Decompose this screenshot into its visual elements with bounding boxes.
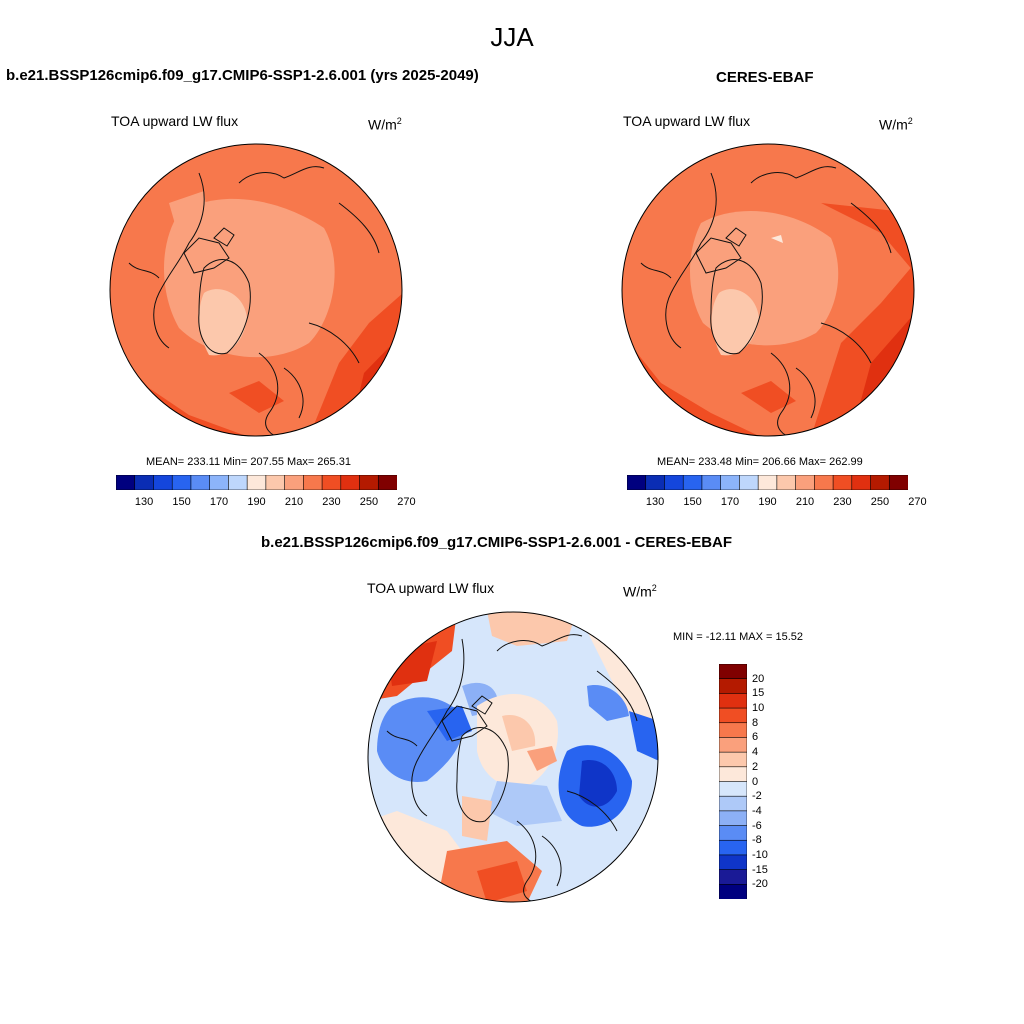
colorbar-tick-label: -10 (752, 848, 768, 861)
colorbar-tick-label: 250 (359, 496, 379, 508)
diff-polar-map (367, 611, 659, 903)
colorbar-swatch (776, 475, 797, 490)
colorbar-tick-label: 8 (752, 716, 759, 729)
model-variable-label: TOA upward LW flux (111, 113, 239, 129)
colorbar-tick-label: 190 (247, 496, 266, 508)
colorbar-tick-label: 230 (322, 496, 341, 508)
model-units-label: W/m2 (368, 116, 402, 133)
colorbar-swatch (739, 475, 759, 490)
colorbar-swatch (719, 751, 747, 768)
colorbar-tick-label: 170 (720, 496, 740, 508)
colorbar-tick-label: 20 (752, 672, 765, 685)
colorbar-tick-label: 0 (752, 775, 759, 788)
colorbar-swatch (190, 475, 211, 490)
figure-title: JJA (490, 22, 534, 52)
colorbar-swatch (719, 693, 747, 709)
colorbar-tick-label: -2 (752, 790, 762, 803)
model-panel-title: b.e21.BSSP126cmip6.f09_g17.CMIP6-SSP1-2.… (6, 67, 479, 84)
colorbar-swatch (719, 664, 747, 680)
obs-colorbar (627, 475, 908, 490)
colorbar-tick-label: 270 (908, 496, 927, 508)
obs-panel-title: CERES-EBAF (716, 69, 814, 86)
colorbar-tick-label: 2 (752, 760, 759, 773)
colorbar-swatch (228, 475, 248, 490)
colorbar-tick-label: -6 (752, 819, 762, 832)
colorbar-tick-label: 15 (752, 687, 765, 700)
colorbar-swatch (795, 475, 815, 490)
colorbar-swatch (719, 810, 747, 827)
obs-variable-label: TOA upward LW flux (623, 113, 751, 129)
colorbar-swatch (719, 678, 747, 694)
colorbar-tick-label: -15 (752, 863, 768, 876)
colorbar-swatch (664, 475, 684, 490)
diff-panel-title: b.e21.BSSP126cmip6.f09_g17.CMIP6-SSP1-2.… (261, 534, 733, 551)
colorbar-swatch (888, 475, 908, 490)
colorbar-swatch (832, 475, 853, 490)
obs-polar-map (621, 143, 915, 437)
diff-colorbar-ticks: 20 15 10 8 6 4 2 0 -2 -4 -6 -8 -10 -15 -20 (752, 664, 792, 899)
model-stats: MEAN= 233.11 Min= 207.55 Max= 265.31 (146, 456, 351, 468)
obs-colorbar-ticks: 130 150 170 190 210 230 250 270 (627, 496, 927, 510)
colorbar-swatch (682, 475, 703, 490)
colorbar-swatch (645, 475, 666, 490)
colorbar-tick-label: 10 (752, 702, 765, 715)
colorbar-tick-label: 170 (209, 496, 229, 508)
colorbar-tick-label: 150 (172, 496, 191, 508)
model-polar-map (109, 143, 403, 437)
colorbar-swatch (116, 475, 136, 490)
colorbar-swatch (719, 854, 747, 871)
colorbar-swatch (814, 475, 834, 490)
diff-units-label: W/m2 (623, 583, 657, 600)
colorbar-swatch (870, 475, 890, 490)
colorbar-swatch (359, 475, 379, 490)
obs-units-label: W/m2 (879, 116, 913, 133)
colorbar-tick-label: 270 (397, 496, 416, 508)
diff-stats: MIN = -12.11 MAX = 15.52 (673, 631, 804, 643)
colorbar-swatch (265, 475, 286, 490)
colorbar-swatch (719, 707, 747, 724)
colorbar-swatch (719, 781, 747, 797)
colorbar-swatch (851, 475, 872, 490)
colorbar-tick-label: 4 (752, 746, 759, 759)
colorbar-tick-label: 210 (795, 496, 815, 508)
colorbar-tick-label: 250 (870, 496, 890, 508)
colorbar-swatch (153, 475, 173, 490)
model-colorbar (116, 475, 397, 490)
colorbar-tick-label: 6 (752, 731, 759, 744)
colorbar-swatch (719, 869, 747, 885)
colorbar-swatch (719, 825, 747, 841)
colorbar-swatch (377, 475, 397, 490)
colorbar-swatch (171, 475, 192, 490)
obs-stats: MEAN= 233.48 Min= 206.66 Max= 262.99 (657, 456, 863, 468)
colorbar-swatch (209, 475, 229, 490)
colorbar-swatch (627, 475, 647, 490)
colorbar-swatch (719, 839, 747, 856)
colorbar-swatch (757, 475, 778, 490)
colorbar-swatch (719, 722, 747, 739)
diff-variable-label: TOA upward LW flux (367, 580, 495, 596)
colorbar-tick-label: -20 (752, 878, 768, 891)
model-colorbar-ticks: 130 150 170 190 210 230 250 270 (116, 496, 416, 510)
colorbar-tick-label: 190 (758, 496, 777, 508)
colorbar-swatch (701, 475, 722, 490)
colorbar-tick-label: 210 (284, 496, 304, 508)
colorbar-swatch (720, 475, 740, 490)
colorbar-tick-label: 130 (134, 496, 154, 508)
colorbar-tick-label: -4 (752, 804, 762, 817)
colorbar-swatch (719, 884, 747, 899)
colorbar-swatch (719, 737, 747, 753)
colorbar-tick-label: 230 (833, 496, 852, 508)
colorbar-swatch (340, 475, 361, 490)
colorbar-swatch (246, 475, 267, 490)
colorbar-swatch (284, 475, 304, 490)
colorbar-swatch (719, 795, 747, 812)
diff-colorbar (719, 664, 747, 899)
colorbar-tick-label: -8 (752, 834, 762, 847)
colorbar-swatch (321, 475, 342, 490)
colorbar-swatch (719, 766, 747, 783)
colorbar-tick-label: 150 (683, 496, 702, 508)
colorbar-tick-label: 130 (645, 496, 665, 508)
colorbar-swatch (134, 475, 155, 490)
colorbar-swatch (303, 475, 323, 490)
